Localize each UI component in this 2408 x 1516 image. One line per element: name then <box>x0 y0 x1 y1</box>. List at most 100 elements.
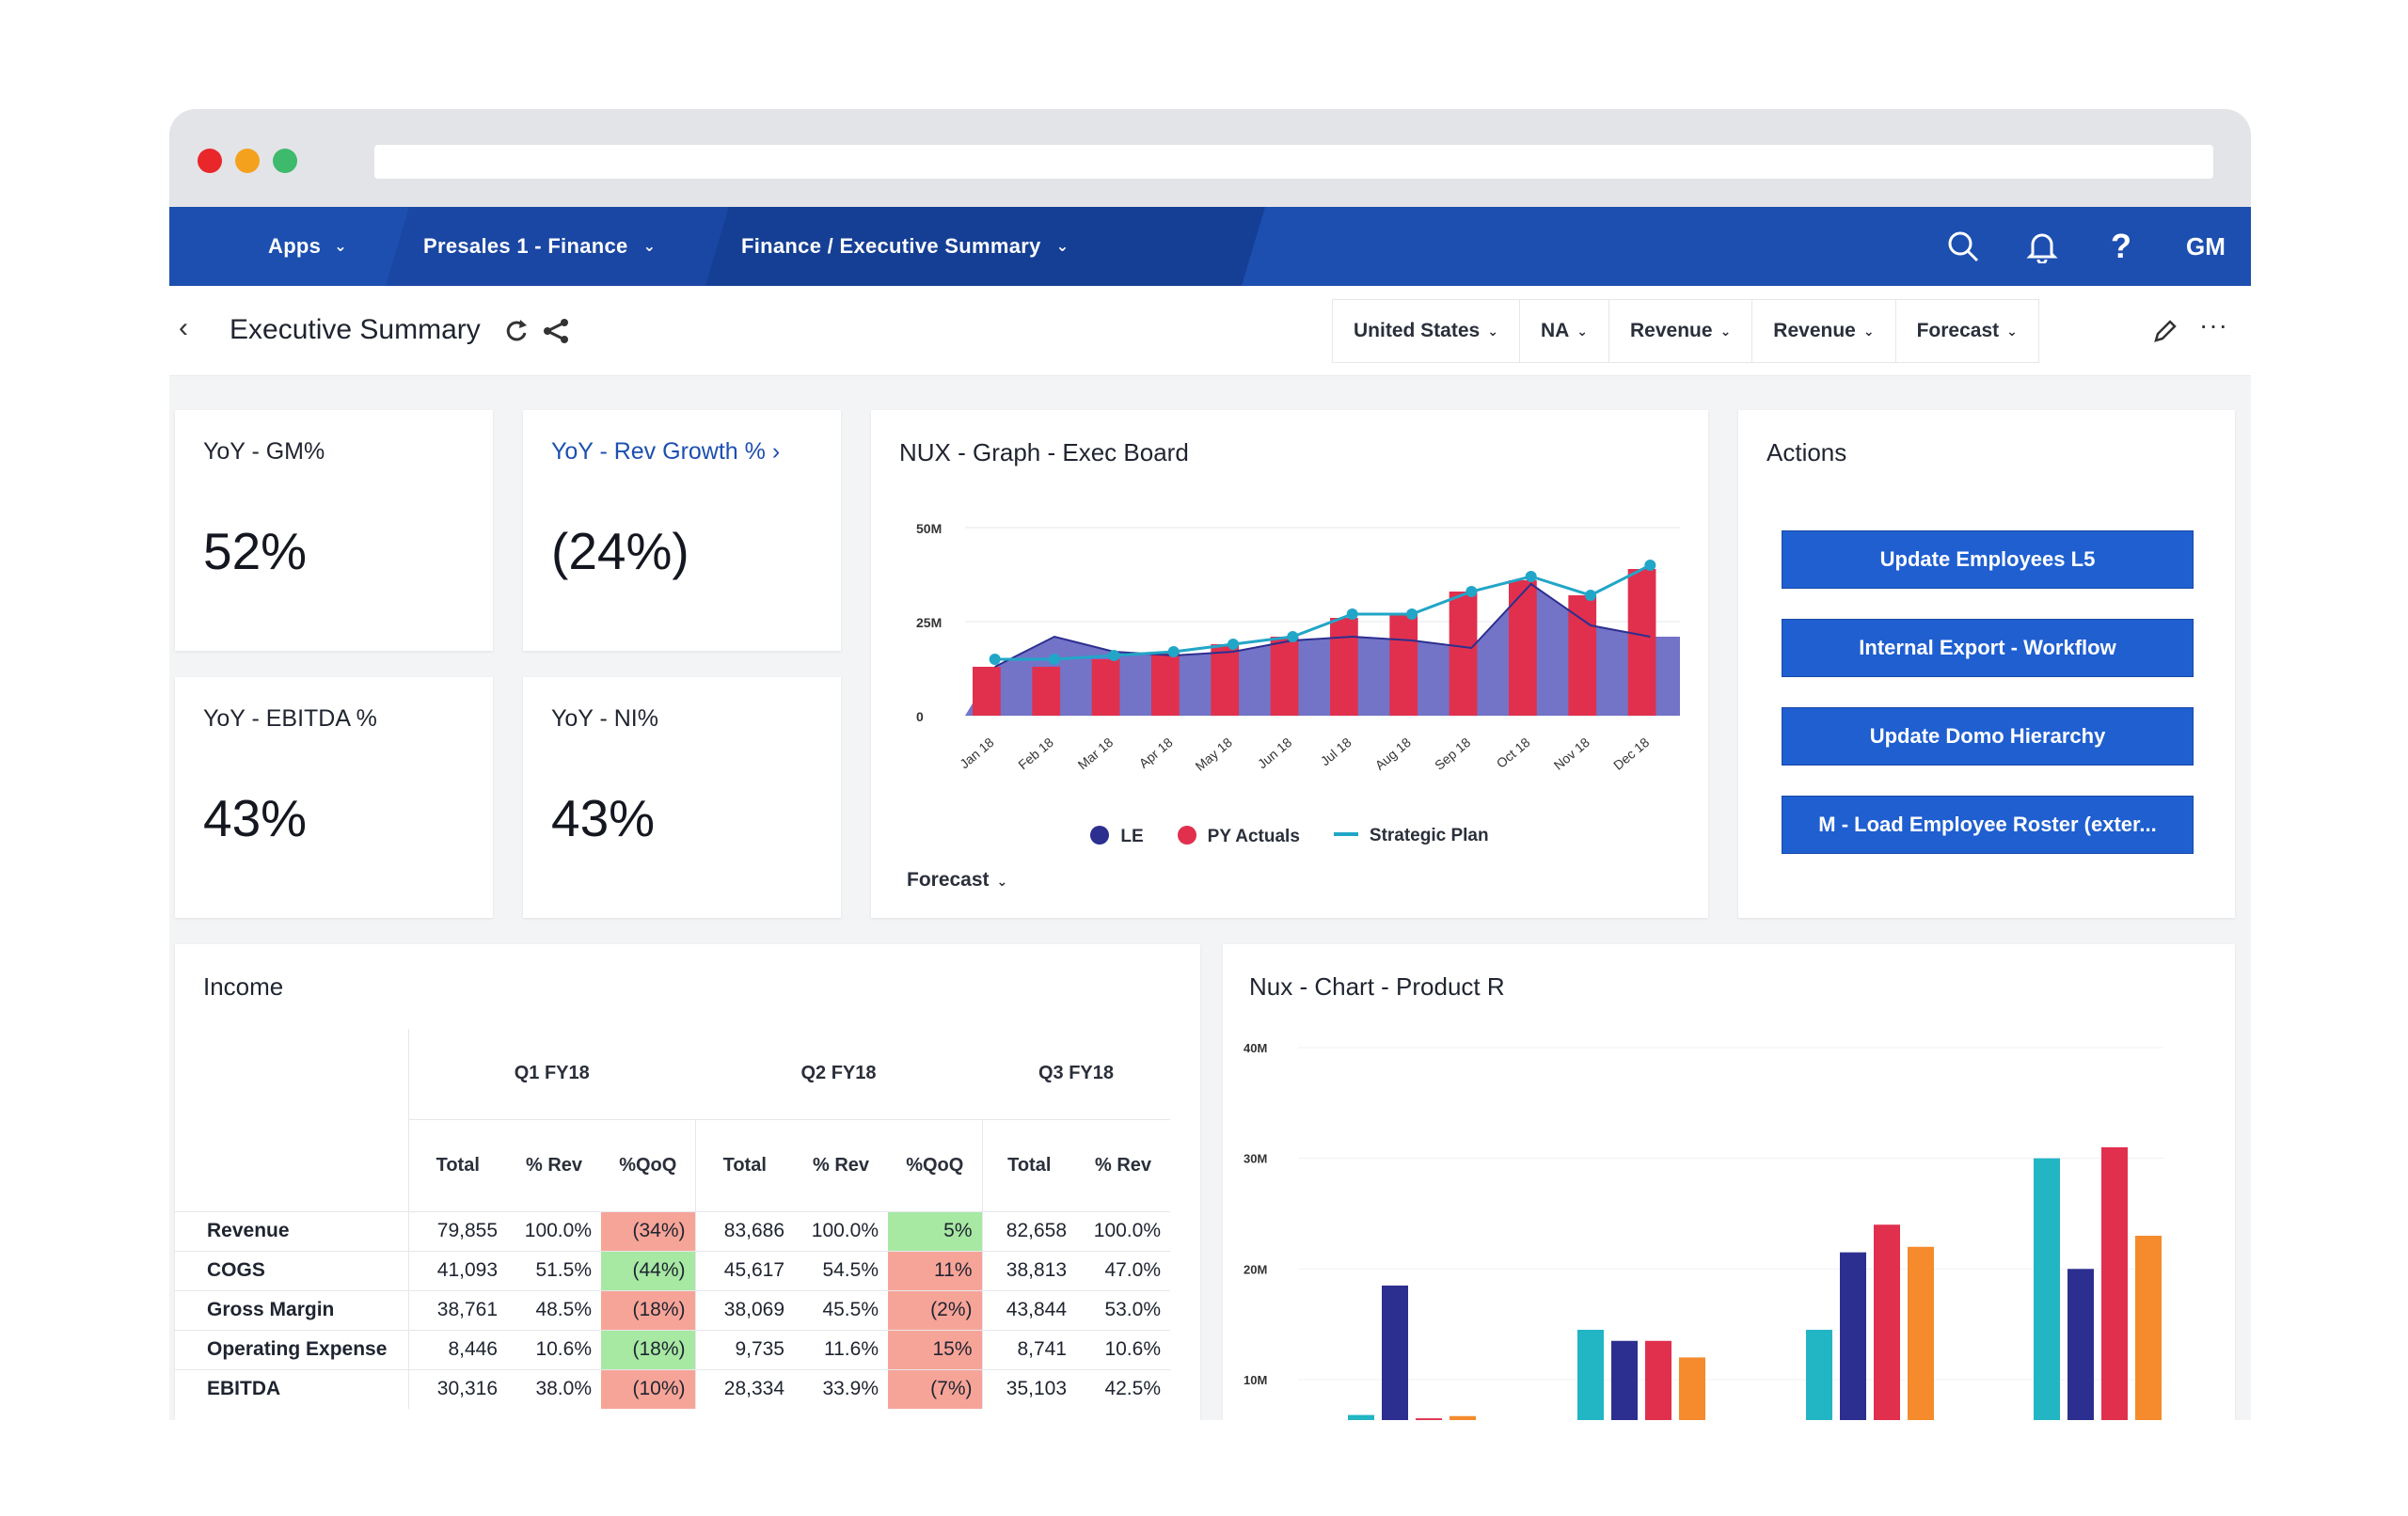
refresh-icon[interactable] <box>504 318 529 344</box>
product-bar[interactable] <box>1416 1418 1442 1420</box>
product-bar[interactable] <box>1908 1246 1934 1420</box>
column-header[interactable]: % Rev <box>507 1118 601 1211</box>
table-row[interactable]: EBITDA 30,316 38.0% (10%) 28,334 33.9% (7%) 35,… <box>175 1368 1170 1409</box>
product-bar[interactable] <box>1611 1340 1638 1420</box>
table-row[interactable]: COGS 41,093 51.5% (44%) 45,617 54.5% 11% 38,813… <box>175 1250 1170 1290</box>
x-tick-label: Feb 18 <box>1015 734 1056 772</box>
table-cell: 45.5% <box>794 1289 888 1330</box>
column-header[interactable]: Total <box>981 1118 1076 1211</box>
filter-region[interactable]: NA ⌄ <box>1520 300 1610 362</box>
product-chart[interactable]: 10M 20M 30M 40M <box>1223 1029 2235 1420</box>
py-actuals-bar[interactable] <box>1627 569 1656 716</box>
exec-board-chart[interactable]: 0 25M 50M Jan 18 Feb 18 Mar 18 Apr 18 May 18 Jun… <box>871 485 1708 796</box>
share-icon[interactable] <box>542 318 570 344</box>
update-employees-button[interactable]: Update Employees L5 <box>1782 530 2194 589</box>
strategic-plan-point[interactable] <box>1049 654 1060 665</box>
product-bar[interactable] <box>1450 1415 1476 1420</box>
nav-apps-menu[interactable]: Apps ⌄ <box>169 207 404 286</box>
table-row[interactable]: Revenue 79,855 100.0% (34%) 83,686 100.0% 5% 82… <box>175 1210 1170 1251</box>
load-employee-roster-button[interactable]: M - Load Employee Roster (exter... <box>1782 796 2194 854</box>
product-bar[interactable] <box>2101 1146 2128 1420</box>
column-header-row: Total% Rev %QoQ Total% Rev %QoQ Total% Rev <box>175 1118 1170 1211</box>
filter-metric-2[interactable]: Revenue ⌄ <box>1752 300 1896 362</box>
py-actuals-bar[interactable] <box>1330 618 1358 716</box>
nav-workspace-menu[interactable]: Presales 1 - Finance ⌄ <box>423 207 656 286</box>
product-bar[interactable] <box>1679 1357 1705 1420</box>
strategic-plan-point[interactable] <box>1108 650 1120 661</box>
py-actuals-bar[interactable] <box>973 667 1001 716</box>
strategic-plan-point[interactable] <box>1287 631 1299 642</box>
filter-metric-1[interactable]: Revenue ⌄ <box>1609 300 1753 362</box>
legend-item-strategic-plan[interactable]: Strategic Plan <box>1333 826 1489 847</box>
strategic-plan-point[interactable] <box>1585 590 1596 601</box>
py-actuals-bar[interactable] <box>1389 614 1418 716</box>
minimize-window-dot[interactable] <box>235 149 260 173</box>
legend-label: PY Actuals <box>1207 827 1300 846</box>
back-chevron-icon[interactable]: ‹ <box>179 312 188 343</box>
maximize-window-dot[interactable] <box>273 149 297 173</box>
nav-page-menu[interactable]: Finance / Executive Summary ⌄ <box>741 207 1069 286</box>
filter-scenario-label: Forecast <box>1916 320 2000 341</box>
help-button[interactable]: ? <box>2082 207 2161 286</box>
legend-label: Strategic Plan <box>1369 826 1489 845</box>
strategic-plan-point[interactable] <box>1644 560 1656 571</box>
py-actuals-bar[interactable] <box>1509 580 1537 716</box>
product-bar[interactable] <box>1348 1414 1374 1420</box>
column-header[interactable]: % Rev <box>1076 1118 1170 1211</box>
product-bar[interactable] <box>2135 1236 2162 1420</box>
product-bar[interactable] <box>1577 1330 1604 1420</box>
legend-item-py-actuals[interactable]: PY Actuals <box>1177 826 1300 847</box>
py-actuals-bar[interactable] <box>1091 659 1120 716</box>
py-actuals-bar[interactable] <box>1032 667 1061 716</box>
product-bar[interactable] <box>2034 1158 2060 1420</box>
edit-pencil-icon[interactable] <box>2152 318 2178 344</box>
product-bar[interactable] <box>1806 1330 1832 1420</box>
close-window-dot[interactable] <box>198 149 222 173</box>
notifications-button[interactable] <box>2003 207 2082 286</box>
update-hierarchy-button[interactable]: Update Domo Hierarchy <box>1782 707 2194 766</box>
column-header[interactable]: Total <box>407 1118 507 1211</box>
column-header[interactable]: %QoQ <box>601 1118 695 1211</box>
table-row[interactable]: Gross Margin 38,761 48.5% (18%) 38,069 45.5%(… <box>175 1289 1170 1330</box>
strategic-plan-point[interactable] <box>1228 639 1239 650</box>
legend-item-le[interactable]: LE <box>1090 826 1144 847</box>
y-tick-label: 0 <box>916 709 924 724</box>
product-bar[interactable] <box>1840 1252 1866 1420</box>
strategic-plan-point[interactable] <box>1346 608 1358 620</box>
kpi-label-link[interactable]: YoY - Rev Growth % › <box>551 438 780 466</box>
table-row[interactable]: Operating Expense 8,446 10.6% (18%) 9,735 11.… <box>175 1329 1170 1369</box>
chevron-down-icon: ⌄ <box>2006 323 2018 339</box>
column-header[interactable]: Total <box>694 1118 794 1211</box>
py-actuals-bar[interactable] <box>1270 637 1299 716</box>
kpi-card-rev-growth[interactable]: YoY - Rev Growth % › (24%) <box>523 410 841 651</box>
product-bar[interactable] <box>1874 1224 1900 1420</box>
filter-scenario[interactable]: Forecast ⌄ <box>1896 300 2038 362</box>
column-header[interactable]: % Rev <box>794 1118 888 1211</box>
kpi-card-gm[interactable]: YoY - GM% 52% <box>175 410 493 651</box>
product-bar[interactable] <box>1382 1285 1408 1420</box>
strategic-plan-point[interactable] <box>989 654 1001 665</box>
chevron-down-icon: ⌄ <box>1487 323 1498 339</box>
strategic-plan-point[interactable] <box>1167 646 1180 657</box>
kpi-card-ni[interactable]: YoY - NI% 43% <box>523 677 841 918</box>
py-actuals-bar[interactable] <box>1151 652 1180 716</box>
strategic-plan-point[interactable] <box>1406 608 1418 620</box>
kpi-card-ebitda[interactable]: YoY - EBITDA % 43% <box>175 677 493 918</box>
table-cell: (18%) <box>601 1289 695 1330</box>
py-actuals-bar[interactable] <box>1568 595 1597 716</box>
product-bar[interactable] <box>1645 1340 1671 1420</box>
strategic-plan-point[interactable] <box>1465 586 1478 597</box>
forecast-dropdown[interactable]: Forecast ⌄ <box>907 869 1007 892</box>
filter-country[interactable]: United States ⌄ <box>1333 300 1520 362</box>
internal-export-button[interactable]: Internal Export - Workflow <box>1782 619 2194 677</box>
strategic-plan-point[interactable] <box>1525 571 1537 582</box>
address-bar[interactable] <box>374 145 2213 179</box>
more-options-icon[interactable]: ··· <box>2199 310 2228 340</box>
user-avatar[interactable]: GM <box>2186 231 2226 261</box>
column-header[interactable]: %QoQ <box>888 1118 982 1211</box>
product-bar[interactable] <box>2067 1269 2094 1420</box>
py-actuals-bar[interactable] <box>1449 592 1478 716</box>
nav-page-segment-bg <box>705 207 1265 286</box>
py-actuals-bar[interactable] <box>1211 644 1240 716</box>
search-button[interactable] <box>1924 207 2003 286</box>
